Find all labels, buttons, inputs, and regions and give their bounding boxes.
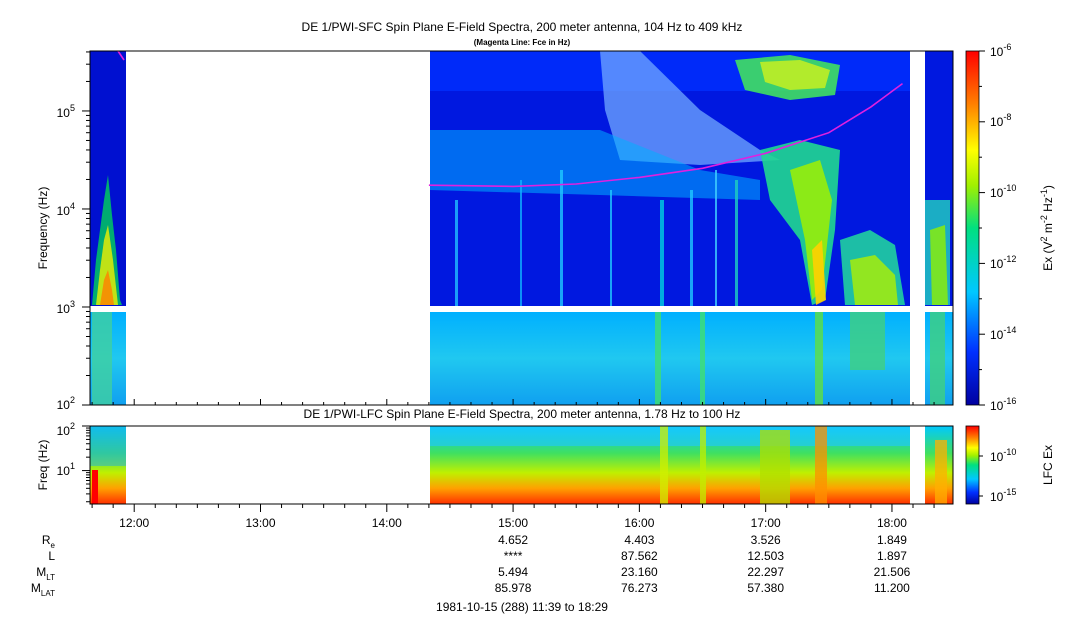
time-tick-label: 13:00 [245,516,275,530]
lfc-ytick-label: 101 [57,461,75,478]
sfc-ytick-label: 102 [57,395,75,412]
lfc-colorbar: 10-10 10-15 LFC Ex [965,425,1055,505]
cbar-tick-label: 10-10 [990,183,1016,200]
time-tick-label: 16:00 [624,516,654,530]
ephemeris-label-re: Re [42,533,56,550]
ephemeris-value: 85.978 [495,581,532,595]
fce-line [428,82,903,188]
ephemeris-value: 1.897 [877,549,907,563]
sfc-band-separator [90,306,953,312]
sfc-y-axis: 102 103 104 105 Frequency (Hz) [36,51,90,412]
lfc-gap-main [126,426,430,504]
ephemeris-value: 12.503 [747,549,784,563]
sfc-colorbar: 10-6 10-8 10-10 10-12 10-14 10-16 Ex (V2… [965,42,1055,413]
ephemeris-value: 1.849 [877,533,907,547]
sfc-frame [89,50,954,406]
lfc-spectrogram [90,426,953,504]
ephemeris-value: 87.562 [621,549,658,563]
time-tick-label: 17:00 [751,516,781,530]
fce-line-early [117,51,125,61]
lfc-colorbar-label: LFC Ex [1041,445,1055,485]
sfc-colorbar-scale [965,50,980,406]
time-tick-label: 14:00 [372,516,402,530]
ephemeris-value: 22.297 [747,565,784,579]
time-tick-label: 12:00 [119,516,149,530]
ephemeris-value: **** [504,549,523,563]
lfc-ytick-label: 102 [57,421,75,438]
ephemeris-value: 23.160 [621,565,658,579]
cbar-tick-label: 10-12 [990,254,1016,271]
lfc-frame [89,425,954,505]
cbar-tick-label: 10-8 [990,112,1011,129]
time-tick-label: 15:00 [498,516,528,530]
footer-time-range: 1981-10-15 (288) 11:39 to 18:29 [436,600,608,614]
time-tick-label: 18:00 [877,516,907,530]
lfc-ylabel: Freq (Hz) [36,440,50,491]
bottom-panel-title: DE 1/PWI-LFC Spin Plane E-Field Spectra,… [304,407,741,421]
ephemeris-value: 76.273 [621,581,658,595]
cbar-tick-label: 10-6 [990,42,1011,59]
ephemeris-value: 4.403 [624,533,654,547]
lfc-y-axis: 102 101 Freq (Hz) [36,421,90,503]
lfc-cbar-tick-label: 10-15 [990,487,1016,504]
ephemeris-label-l: L [48,549,55,563]
top-panel-title: DE 1/PWI-SFC Spin Plane E-Field Spectra,… [302,20,743,34]
ephemeris-label-mlt: MLT [36,565,55,582]
time-axis: 12:00 13:00 14:00 15:00 16:00 17:00 18:00 [91,399,935,530]
ephemeris-value: 5.494 [498,565,528,579]
sfc-ytick-label: 105 [57,103,75,120]
sfc-spectrogram [90,51,953,405]
cbar-tick-label: 10-16 [990,396,1016,413]
ephemeris-value: 57.380 [747,581,784,595]
lfc-gap-late [910,426,925,504]
ephemeris-label-mlat: MLAT [31,581,55,598]
lfc-vertical-streaks [660,426,947,504]
top-panel-subtitle: (Magenta Line: Fce in Hz) [474,38,571,47]
sfc-gap-main [126,51,430,405]
lfc-colorbar-scale [965,425,980,505]
sfc-funnel-emission [600,51,780,165]
sfc-ylabel: Frequency (Hz) [36,187,50,270]
ephemeris-table: Re L MLT MLAT 4.652 4.403 3.526 1.849 **** 87… [31,533,911,598]
ephemeris-value: 21.506 [874,565,911,579]
sfc-ytick-label: 104 [57,201,75,218]
sfc-ytick-label: 103 [57,299,75,316]
ephemeris-value: 3.526 [751,533,781,547]
cbar-tick-label: 10-14 [990,325,1016,342]
lfc-cbar-tick-label: 10-10 [990,447,1016,464]
ephemeris-value: 11.200 [874,581,910,595]
sfc-gap-late [910,51,925,405]
sfc-colorbar-label: Ex (V2 m-2 Hz-1) [1039,185,1055,271]
sfc-vertical-streaks [92,170,945,405]
ephemeris-value: 4.652 [498,533,528,547]
